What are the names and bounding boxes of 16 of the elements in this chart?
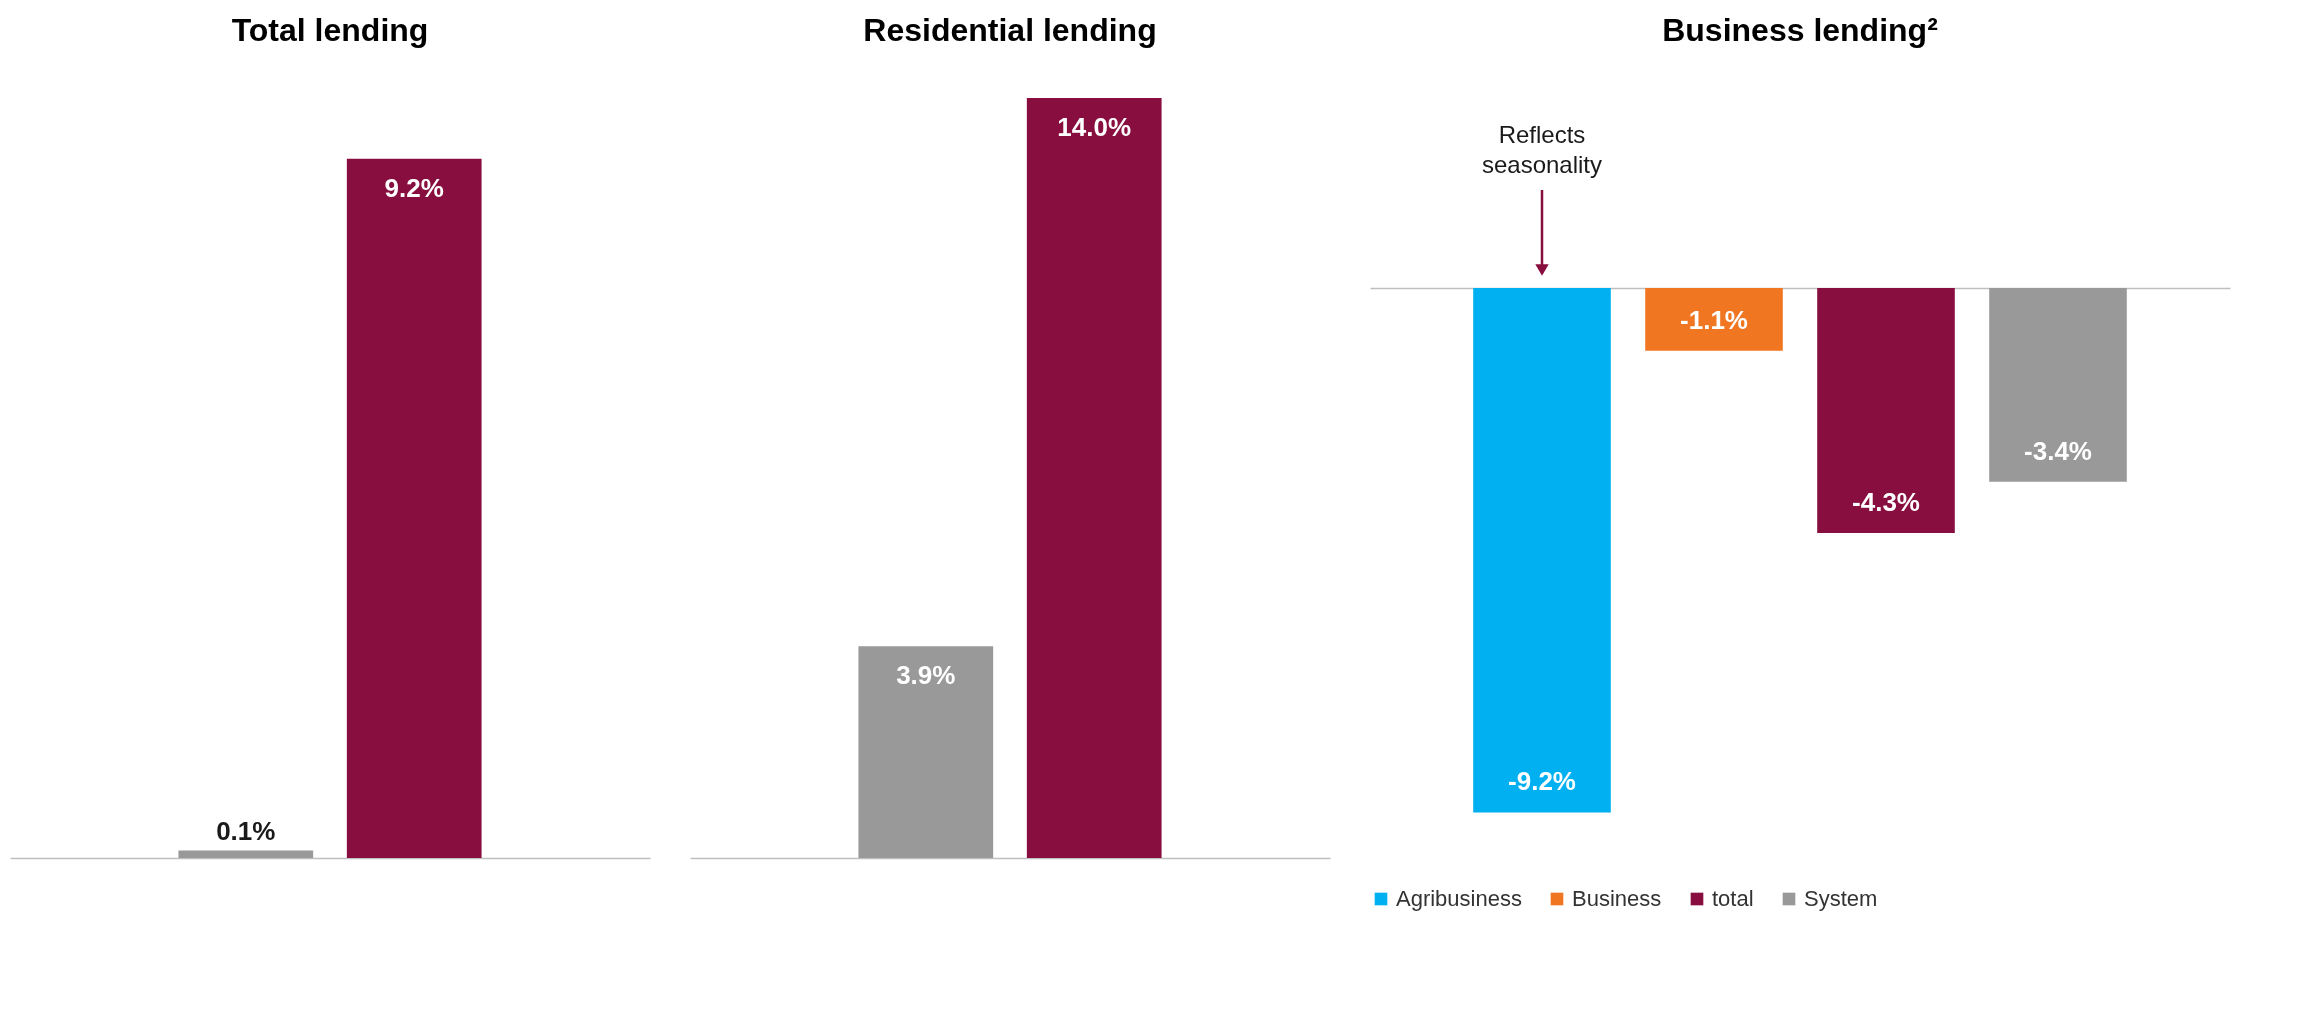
data-label: -1.1% (1680, 304, 1748, 335)
data-label: 0.1% (216, 816, 276, 847)
data-label: 14.0% (1057, 112, 1132, 142)
data-label: -4.3% (1852, 487, 1920, 518)
text: Reflects seasonality (1481, 121, 1603, 178)
legend-label: total (1712, 886, 1754, 911)
data-label: -9.2% (1508, 766, 1576, 797)
data-label: 3.9% (896, 660, 956, 691)
chart-title: Residential lending (863, 12, 1157, 48)
legend-label: System (1804, 886, 1878, 911)
chart-title: Total lending (231, 12, 429, 48)
data-label: -3.4% (2024, 435, 2092, 466)
legend-label: Business (1572, 886, 1662, 911)
data-label: 9.2% (384, 172, 444, 203)
chart-title: Business lending² (1662, 12, 1938, 48)
legend-label: Agribusiness (1396, 886, 1522, 911)
